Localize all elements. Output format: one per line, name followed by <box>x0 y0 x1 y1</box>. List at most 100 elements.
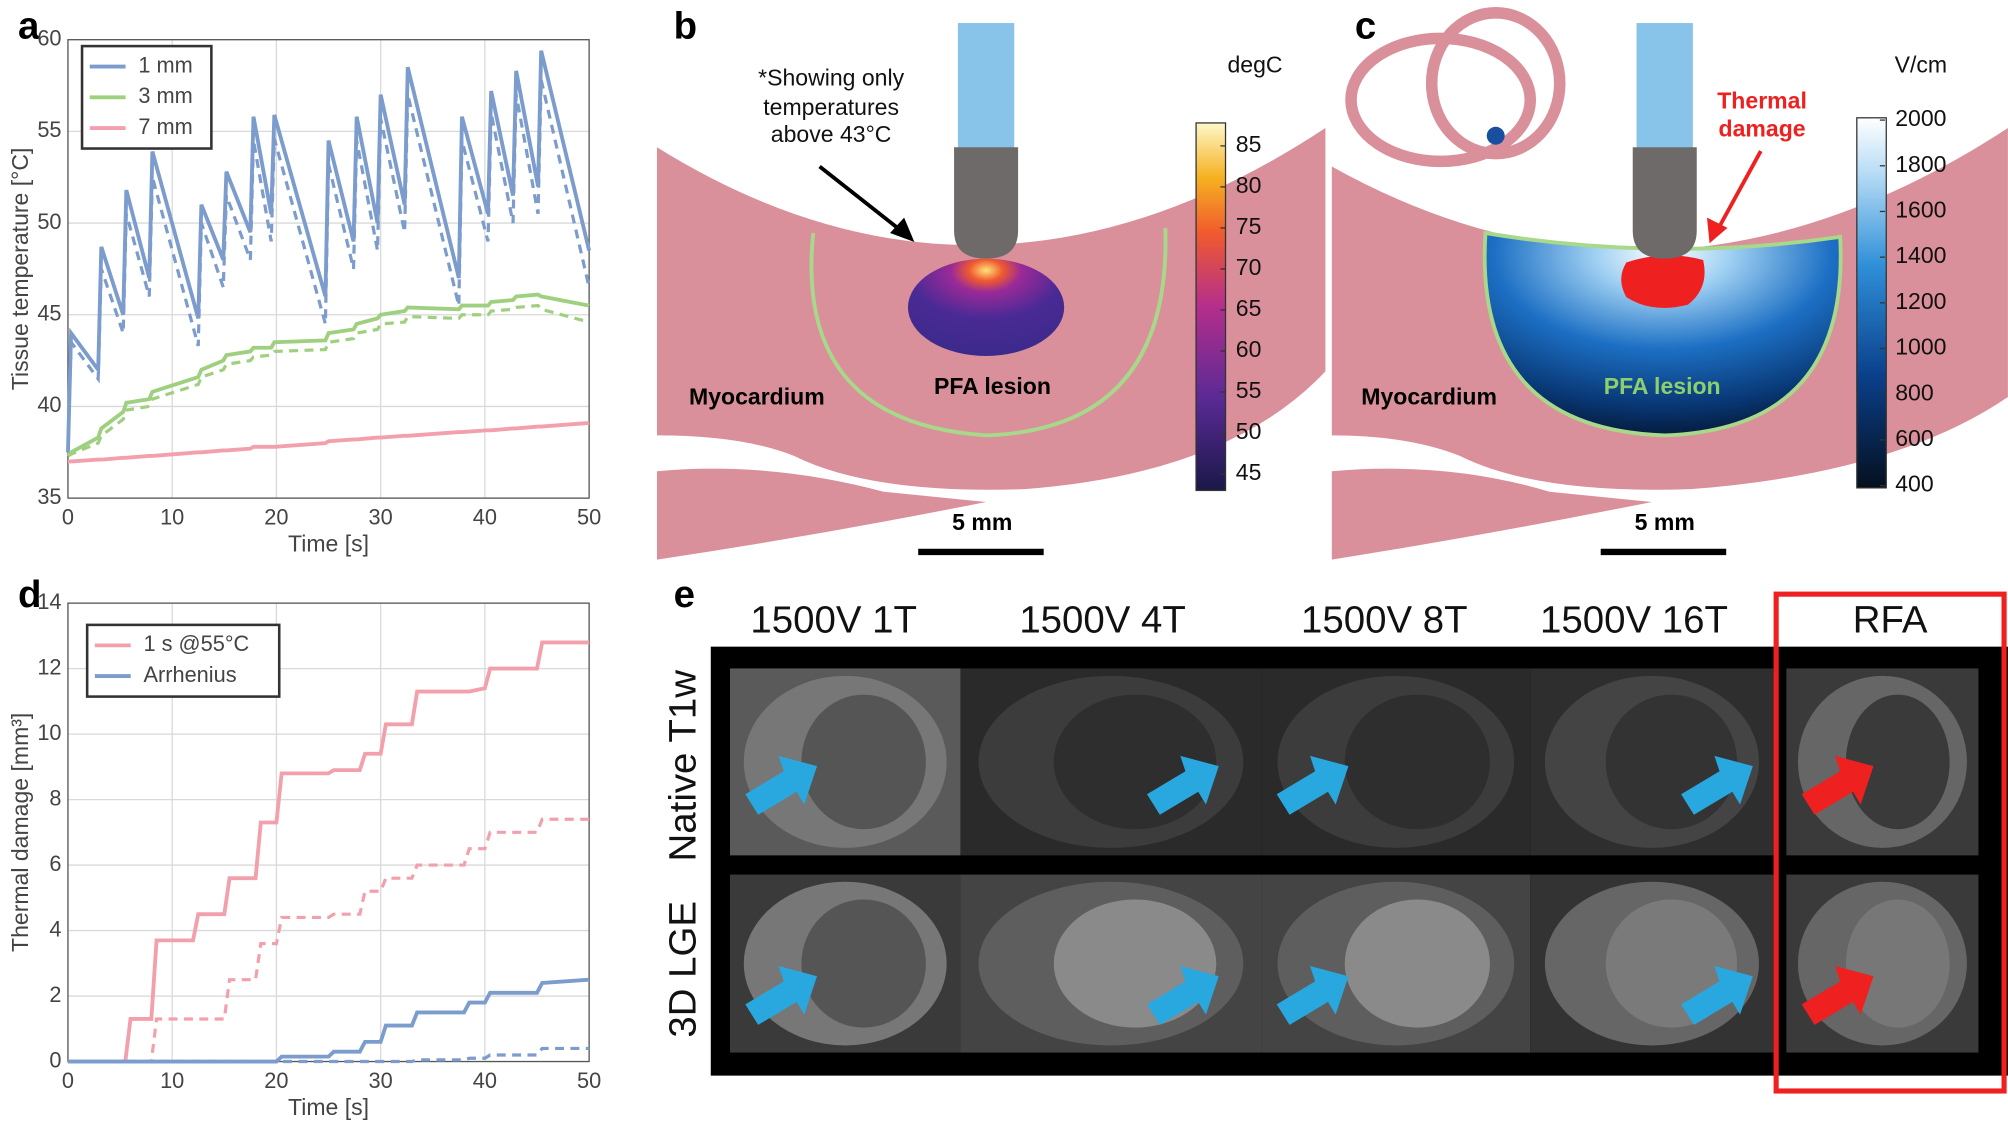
tissue-label: Myocardium <box>1361 383 1497 409</box>
x-tick-label: 50 <box>577 1068 601 1093</box>
series-line-dashed <box>67 303 590 458</box>
x-axis-label: Time [s] <box>288 531 369 557</box>
colorbar-tick-label: 1400 <box>1895 242 1946 268</box>
colorbar-tick-label: 70 <box>1236 254 1262 280</box>
arrow <box>1147 966 1219 1025</box>
y-tick-label: 35 <box>37 484 61 509</box>
arrow <box>1681 966 1753 1025</box>
colorbar-tick-label: 80 <box>1236 172 1262 198</box>
mri-ventricle <box>1344 899 1490 1028</box>
y-tick-label: 55 <box>37 117 61 142</box>
colorbar-tick-label: 400 <box>1895 471 1933 497</box>
colorbar-tick-label: 75 <box>1236 213 1262 239</box>
arrow <box>1276 755 1349 815</box>
column-header: 1500V 1T <box>750 598 917 641</box>
colorbar-label: degC <box>1227 52 1282 78</box>
colorbar-tick-label: 60 <box>1236 336 1262 362</box>
mri-ventricle <box>801 694 926 830</box>
x-axis-label: Time [s] <box>288 1094 369 1120</box>
damage-label: damage <box>1719 116 1806 142</box>
y-tick-label: 12 <box>37 654 61 679</box>
y-tick-label: 50 <box>37 209 61 234</box>
tissue-label: Myocardium <box>689 383 825 409</box>
colorbar-tick-label: 1600 <box>1895 197 1946 223</box>
series-line <box>66 50 591 453</box>
y-tick-label: 2 <box>49 982 61 1007</box>
legend-label: 3 mm <box>138 83 192 108</box>
y-tick-label: 10 <box>37 720 61 745</box>
colorbar-tick-label: 800 <box>1895 379 1933 405</box>
series-line <box>67 640 590 1064</box>
colorbar-label: V/cm <box>1895 52 1947 78</box>
colorbar-tick-label: 600 <box>1895 425 1933 451</box>
scale-bar-label: 5 mm <box>952 509 1012 535</box>
mri-ventricle <box>801 899 926 1028</box>
x-tick-label: 30 <box>369 504 393 529</box>
colorbar-tick-label: 1200 <box>1895 288 1946 314</box>
x-tick-label: 10 <box>160 504 184 529</box>
legend-label: 7 mm <box>138 114 192 139</box>
arrow <box>1801 966 1874 1025</box>
mri-ventricle <box>1845 899 1950 1028</box>
y-tick-label: 4 <box>49 916 61 941</box>
scale-bar-label: 5 mm <box>1635 509 1695 535</box>
legend-label: Arrhenius <box>144 662 237 687</box>
series-line <box>67 421 590 464</box>
plot-frame <box>67 39 590 499</box>
x-tick-label: 50 <box>577 504 601 529</box>
legend-label: 1 mm <box>138 52 192 77</box>
x-tick-label: 30 <box>369 1068 393 1093</box>
panel-c-drawing <box>1331 7 2008 560</box>
legend <box>85 623 281 698</box>
note: above 43°C <box>771 121 892 147</box>
mri-ventricle <box>1344 694 1490 830</box>
arrow <box>1681 755 1753 815</box>
colorbar-tick-label: 50 <box>1236 418 1262 444</box>
y-tick-label: 40 <box>37 392 61 417</box>
panel-label: d <box>18 573 41 616</box>
arrow <box>1276 966 1349 1025</box>
series-line-dashed <box>67 817 590 1064</box>
series-line <box>66 292 590 458</box>
y-tick-label: 8 <box>49 785 61 810</box>
panel-e-drawing <box>710 646 2008 1076</box>
series-line-dashed <box>67 1046 590 1064</box>
lesion-label: PFA lesion <box>934 373 1051 399</box>
x-tick-label: 20 <box>264 504 288 529</box>
y-tick-label: 14 <box>37 589 61 614</box>
colorbar-tick-label: 55 <box>1236 377 1262 403</box>
lesion-label: PFA lesion <box>1604 373 1721 399</box>
panel-label: a <box>18 4 40 47</box>
y-tick-label: 0 <box>49 1047 61 1072</box>
row-header: Native T1w <box>661 670 704 862</box>
column-header: RFA <box>1853 598 1928 641</box>
y-tick-label: 45 <box>37 300 61 325</box>
x-tick-label: 40 <box>473 1068 497 1093</box>
mri-ventricle <box>1053 899 1217 1028</box>
colorbar-tick-label: 1000 <box>1895 334 1946 360</box>
column-header: 1500V 8T <box>1301 598 1468 641</box>
x-tick-label: 0 <box>62 1068 74 1093</box>
column-header: 1500V 4T <box>1019 598 1186 641</box>
panel-label: c <box>1355 4 1376 47</box>
colorbar-tick-label: 1800 <box>1895 151 1946 177</box>
series-line-dashed <box>66 79 591 453</box>
series-line <box>67 977 590 1064</box>
arrow <box>1147 755 1219 815</box>
legend-label: 1 s @55°C <box>144 631 250 656</box>
panel-label: e <box>674 573 695 616</box>
colorbar-tick-label: 65 <box>1236 295 1262 321</box>
panel-b-drawing <box>656 23 1326 560</box>
arrow <box>1801 755 1874 815</box>
y-axis-label: Thermal damage [mm³] <box>7 713 33 952</box>
plot-frame <box>67 602 590 1063</box>
damage-label: Thermal <box>1717 88 1807 114</box>
panel-label: b <box>674 4 697 47</box>
x-tick-label: 0 <box>62 504 74 529</box>
colorbar-tick-label: 2000 <box>1895 105 1946 131</box>
x-tick-label: 20 <box>264 1068 288 1093</box>
row-header: 3D LGE <box>661 901 704 1038</box>
arrow <box>745 755 818 815</box>
